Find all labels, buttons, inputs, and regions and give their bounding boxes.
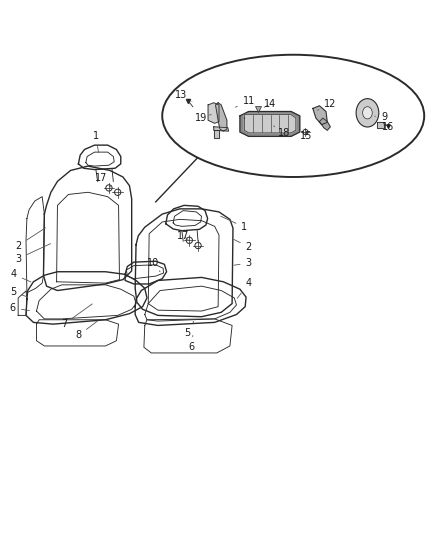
Text: 19: 19 <box>194 113 211 123</box>
Text: 7: 7 <box>61 304 92 329</box>
Polygon shape <box>244 115 296 133</box>
Text: 10: 10 <box>146 258 160 272</box>
Polygon shape <box>214 127 229 131</box>
Text: 4: 4 <box>237 278 252 298</box>
Text: 6: 6 <box>189 335 195 352</box>
Text: 8: 8 <box>75 320 98 341</box>
Text: 3: 3 <box>234 258 252 268</box>
Polygon shape <box>240 111 300 136</box>
Text: 17: 17 <box>177 231 189 241</box>
Text: 15: 15 <box>300 132 312 141</box>
Polygon shape <box>208 103 219 123</box>
Text: 2: 2 <box>234 239 252 252</box>
Ellipse shape <box>162 55 424 177</box>
Text: 6: 6 <box>10 303 29 313</box>
Text: 12: 12 <box>318 99 336 110</box>
Polygon shape <box>377 123 384 128</box>
Text: 9: 9 <box>374 112 387 122</box>
Text: 4: 4 <box>11 269 31 282</box>
Text: 5: 5 <box>10 287 28 297</box>
Polygon shape <box>214 130 219 138</box>
Text: 1: 1 <box>221 216 247 232</box>
Polygon shape <box>319 118 330 130</box>
Text: 16: 16 <box>382 122 395 132</box>
Text: 2: 2 <box>15 228 46 251</box>
Text: 18: 18 <box>274 126 290 139</box>
Text: 11: 11 <box>236 95 255 107</box>
Ellipse shape <box>363 107 372 119</box>
Polygon shape <box>313 106 327 125</box>
Ellipse shape <box>356 99 379 127</box>
Text: 5: 5 <box>184 321 194 338</box>
Text: 1: 1 <box>93 131 99 152</box>
Text: 14: 14 <box>264 99 277 109</box>
Polygon shape <box>215 103 227 131</box>
Text: 13: 13 <box>174 91 192 101</box>
Text: 3: 3 <box>15 244 50 264</box>
Text: 17: 17 <box>95 173 111 187</box>
